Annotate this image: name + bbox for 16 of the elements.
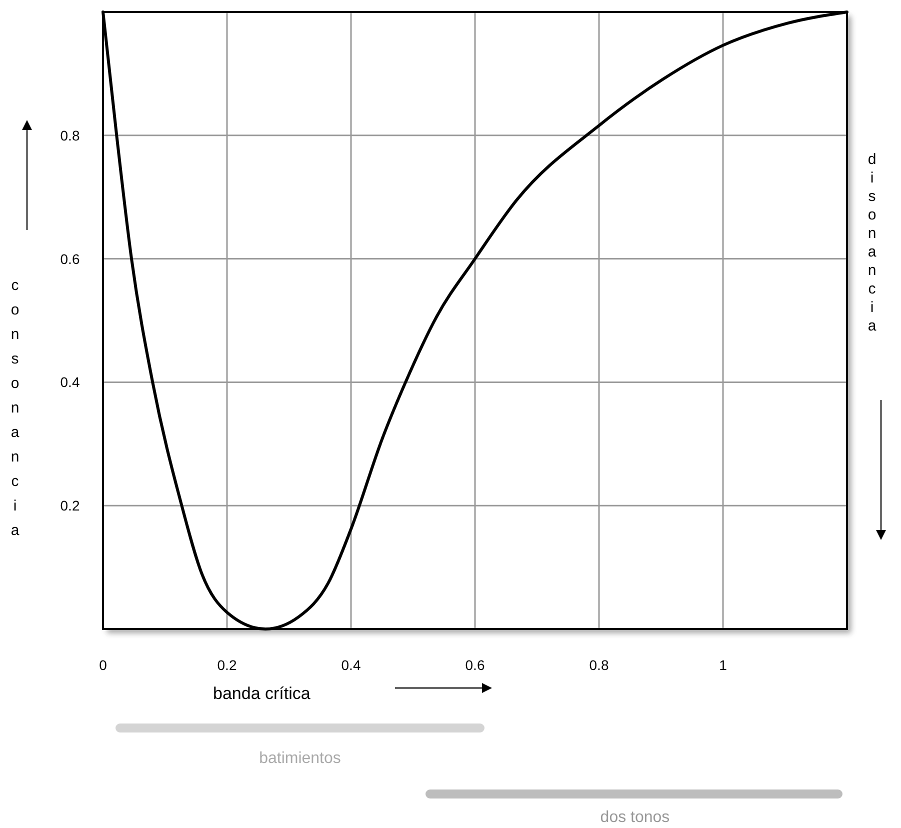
text: disonancia [868, 151, 876, 334]
x-tick-label: 0.8 [589, 657, 609, 673]
text: dos tonos [600, 809, 670, 826]
text: batimientos [259, 750, 341, 767]
x-tick-label: 1 [719, 657, 728, 673]
x-axis-title: banda crítica [213, 684, 311, 703]
line-series [102, 10, 848, 630]
y-tick-label: 0.2 [60, 498, 80, 514]
x-tick-label: 0.6 [465, 657, 485, 673]
x-tick-label: 0.2 [217, 657, 237, 673]
x-tick-label: 0 [99, 657, 108, 673]
y-tick-label: 0.4 [60, 374, 80, 390]
y-tick-label: 0.6 [60, 250, 80, 267]
text: consonancia [10, 277, 20, 539]
x-tick-label: 0.4 [341, 657, 361, 673]
y-tick-label: 0.8 [60, 127, 80, 144]
